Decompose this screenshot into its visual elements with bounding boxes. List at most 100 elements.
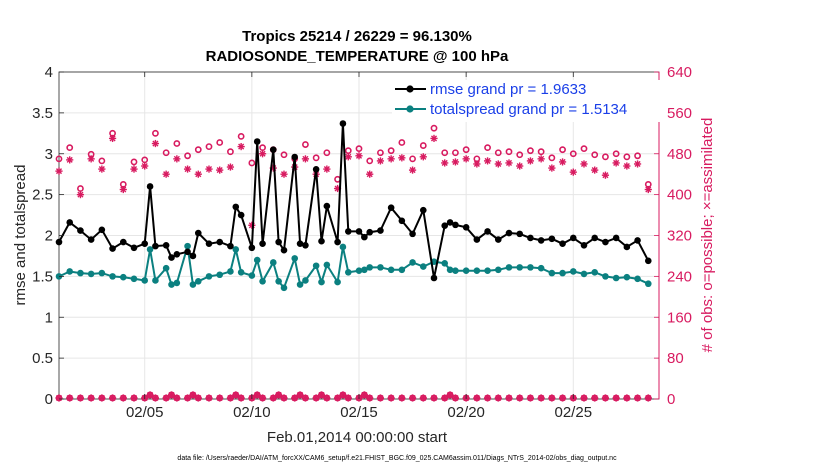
obs-possible-marker [484, 144, 491, 152]
series-point [387, 204, 395, 212]
obs-bottom-assimilated-marker [537, 394, 545, 402]
obs-possible-marker [323, 149, 331, 157]
series-point [189, 252, 197, 260]
series-point [612, 274, 620, 282]
obs-assimilated-marker [451, 158, 460, 166]
obs-bottom-assimilated-marker [360, 391, 368, 399]
series-point [334, 238, 341, 246]
obs-assimilated-marker [558, 158, 567, 166]
obs-possible-marker [452, 149, 459, 157]
series-point [66, 268, 74, 275]
series-point [248, 244, 256, 252]
obs-possible-marker [602, 153, 609, 161]
right-y-axis-ticks: 0 80 160 240 320 400 480 560 640 [654, 64, 692, 408]
obs-bottom-assimilated-marker [130, 394, 138, 402]
obs-assimilated-marker [66, 156, 74, 164]
obs-assimilated-marker [516, 162, 524, 170]
series-point [377, 264, 384, 271]
series-point [387, 266, 395, 274]
left-y-tick-label: 2.5 [32, 187, 53, 204]
obs-bottom-assimilated-marker [644, 394, 652, 402]
series-point [194, 229, 202, 237]
series-point [141, 277, 149, 284]
obs-bottom-assimilated-marker [494, 394, 502, 402]
series-point [312, 165, 320, 173]
series-point [569, 234, 577, 242]
left-y-tick-label: 1 [45, 309, 53, 326]
obs-assimilated-marker [141, 162, 149, 170]
series-point [318, 237, 325, 245]
obs-assimilated-marker [216, 166, 224, 174]
obs-assimilated-marker [644, 185, 652, 194]
series-point [398, 266, 406, 274]
chart-title: Tropics 25214 / 26229 = 96.130% [242, 28, 472, 45]
obs-bottom-assimilated-marker [237, 394, 245, 402]
obs-bottom-assimilated-marker [419, 394, 427, 402]
obs-possible-marker [430, 124, 438, 132]
obs-bottom-assimilated-marker [205, 394, 213, 402]
obs-bottom-assimilated-marker [216, 394, 224, 402]
series-point [409, 259, 416, 266]
x-tick-label: 02/15 [340, 404, 378, 421]
series-point [87, 236, 95, 243]
obs-possible-marker [527, 147, 534, 155]
series-point [548, 235, 556, 243]
series-point [473, 236, 481, 243]
obs-assimilated-marker [280, 170, 288, 178]
obs-bottom-assimilated-marker [516, 394, 524, 402]
obs-possible-marker [259, 144, 266, 152]
left-y-tick-label: 0.5 [32, 350, 53, 367]
series-point [77, 269, 84, 277]
right-y-tick-label: 640 [667, 64, 692, 81]
series-point [302, 277, 309, 284]
series-point [494, 236, 502, 243]
series-point [419, 263, 427, 270]
series-point [253, 138, 261, 145]
series-point [227, 268, 234, 275]
obs-assimilated-marker [580, 160, 588, 168]
series-point [98, 226, 106, 234]
obs-assimilated-marker [76, 191, 85, 199]
obs-assimilated-marker [473, 160, 481, 168]
series-point [291, 255, 299, 262]
series-point [452, 267, 459, 274]
obs-bottom-assimilated-marker [269, 394, 277, 402]
left-y-tick-label: 0 [45, 391, 53, 408]
obs-assimilated-marker [601, 171, 610, 179]
obs-bottom-assimilated-marker [580, 394, 588, 402]
series-point [162, 242, 170, 249]
series-point [484, 267, 491, 274]
series-point [361, 266, 368, 274]
obs-assimilated-marker [591, 166, 599, 174]
obs-bottom-assimilated-marker [258, 394, 267, 402]
obs-assimilated-marker [108, 134, 117, 143]
series-point [537, 264, 545, 272]
series-point [548, 269, 556, 277]
data-file-footer: data file: /Users/raeder/DAI/ATM_forcXX/… [177, 455, 617, 462]
obs-possible-marker [66, 144, 74, 152]
obs-bottom-assimilated-marker [430, 394, 438, 402]
obs-possible-marker [505, 148, 513, 156]
legend-rmse-label: rmse grand pr = 1.9633 [430, 81, 586, 98]
right-y-tick-label: 560 [667, 105, 692, 122]
series-point [634, 237, 641, 244]
series-point [559, 240, 566, 247]
series-point [591, 234, 599, 242]
obs-bottom-assimilated-marker [291, 394, 299, 402]
series-point [168, 281, 175, 288]
series-point [602, 273, 609, 280]
series-point [237, 211, 245, 219]
series-point [302, 242, 309, 249]
series-point [441, 222, 449, 229]
series-point [259, 240, 266, 247]
obs-bottom-assimilated-marker [591, 394, 599, 402]
series-point [269, 146, 277, 153]
obs-possible-marker [634, 152, 641, 160]
obs-bottom-assimilated-marker [312, 394, 320, 402]
obs-assimilated-marker [419, 153, 427, 161]
obs-assimilated-marker [183, 165, 192, 173]
obs-possible-marker [344, 147, 352, 155]
obs-bottom-assimilated-marker [612, 394, 620, 402]
series-point [494, 266, 502, 274]
